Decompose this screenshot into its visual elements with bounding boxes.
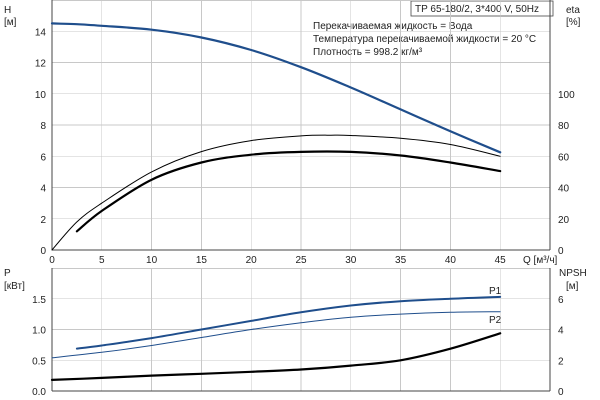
eta-axis-unit: [%]: [566, 17, 581, 28]
left-axis-tick-label: 14: [35, 27, 47, 38]
left-axis-tick-label: 0: [40, 246, 46, 257]
model-box: [410, 0, 554, 17]
x-axis-tick-label: 35: [395, 255, 407, 266]
x-axis-tick-label: 30: [345, 255, 357, 266]
left-axis-tick-label: 0.0: [32, 387, 46, 398]
x-axis-tick-label: 5: [99, 255, 105, 266]
efficiency-thin-curve: [51, 134, 501, 251]
left-axis-tick-label: 6: [40, 152, 46, 163]
eta-axis-title: eta: [566, 5, 580, 16]
left-axis-tick-label: 10: [35, 90, 47, 101]
right-axis-tick-label: 2: [558, 356, 564, 367]
panel2-series: [50, 295, 502, 381]
x-axis-tick-label: 0: [49, 255, 55, 266]
head-axis-unit: [м]: [4, 17, 17, 28]
efficiency-thick-curve: [75, 150, 502, 233]
panel1-axes: [51, 0, 551, 251]
right-axis-tick-label: 0: [558, 387, 564, 398]
panel2-grid: [51, 268, 551, 392]
panel2-tick-labels: 0.0 0.5 1.0 1.5 0 2 4 6: [32, 295, 564, 398]
right-axis-tick-label: 20: [558, 215, 570, 226]
npsh-axis-unit: [м]: [566, 281, 579, 292]
power-axis-title: P: [4, 268, 11, 279]
x-axis-tick-label: 40: [445, 255, 457, 266]
left-axis-tick-label: 2: [40, 215, 46, 226]
head-axis-title: H: [4, 5, 11, 16]
right-axis-tick-label: 60: [558, 152, 570, 163]
right-axis-tick-label: 4: [558, 326, 564, 337]
right-axis-tick-label: 0: [558, 246, 564, 257]
left-axis-tick-label: 1.0: [32, 326, 46, 337]
power-axis-unit: [кВт]: [4, 281, 25, 292]
density-line: Плотность = 998.2 кг/м³: [313, 47, 423, 58]
x-axis-tick-label: 15: [196, 255, 208, 266]
left-axis-tick-label: 1.5: [32, 295, 46, 306]
p1-curve: [75, 295, 502, 350]
power-npsh-panel: 0.0 0.5 1.0 1.5 0 2 4 6 P [кВт] NPSH [м] P1 P2: [4, 268, 587, 398]
head-efficiency-panel: 0 2 4 6 8 10 12 14 0 20 40 60 80 100 0 5 10 15 20 25 30 35 40 4…: [4, 0, 581, 266]
panel1-tick-labels: 0 2 4 6 8 10 12 14 0 20 40 60 80 100 0 5 10 15 20 25 30 35 40 4…: [35, 27, 575, 266]
temperature-line: Температура перекачиваемой жидкости = 20…: [313, 34, 536, 45]
x-axis-tick-label: 45: [495, 255, 507, 266]
panel1-series: [50, 22, 502, 251]
left-axis-tick-label: 8: [40, 121, 46, 132]
panel2-axes: [51, 268, 551, 392]
head-curve: [50, 22, 502, 154]
right-axis-tick-label: 80: [558, 121, 570, 132]
left-axis-tick-label: 4: [40, 184, 46, 195]
flow-axis-label: Q [м³/ч]: [523, 255, 558, 266]
npsh-curve: [50, 332, 502, 381]
p1-series-label: P1: [489, 286, 502, 297]
left-axis-tick-label: 12: [35, 59, 47, 70]
liquid-line: Перекачиваемая жидкость = Вода: [313, 21, 473, 32]
left-axis-tick-label: 0.5: [32, 356, 46, 367]
right-axis-tick-label: 100: [558, 90, 575, 101]
npsh-axis-title: NPSH: [559, 268, 587, 279]
p2-series-label: P2: [489, 315, 502, 326]
x-axis-tick-label: 20: [246, 255, 258, 266]
model-title: TP 65-180/2, 3*400 V, 50Hz: [415, 4, 539, 15]
x-axis-tick-label: 25: [295, 255, 307, 266]
model-header: TP 65-180/2, 3*400 V, 50Hz: [410, 0, 554, 17]
right-axis-tick-label: 6: [558, 295, 564, 306]
right-axis-tick-label: 40: [558, 184, 570, 195]
p2-curve: [51, 311, 501, 359]
x-axis-tick-label: 10: [146, 255, 158, 266]
fluid-info: Перекачиваемая жидкость = Вода Температу…: [313, 21, 536, 58]
